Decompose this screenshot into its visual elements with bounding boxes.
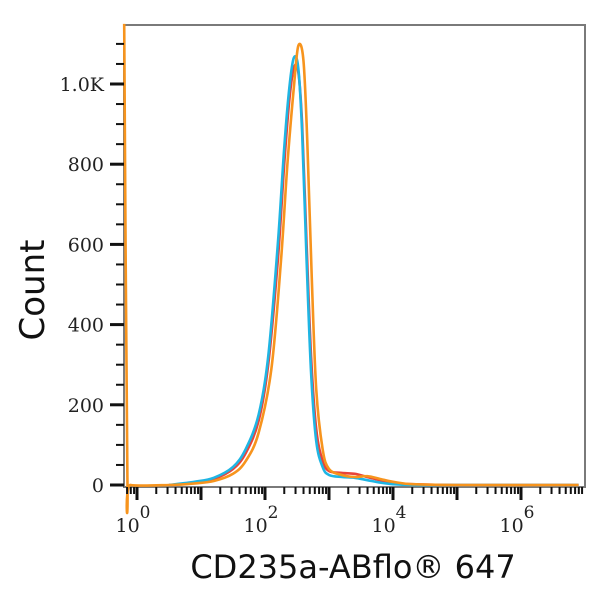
y-tick-label: 400 [68,315,104,337]
x-tick-label: 102 [243,503,278,537]
y-tick-label: 200 [68,395,104,417]
x-tick-label: 106 [499,503,534,537]
histogram-series-blue-isotype [168,55,579,487]
x-axis-title: CD235a-ABflo® 647 [190,548,515,586]
y-tick-label: 800 [68,154,104,176]
x-axis: 100 102 104 106 [115,487,584,537]
x-tick-label: 100 [115,503,150,537]
x-tick-label: 104 [371,503,406,537]
y-axis: 0 200 400 600 800 1.0K [60,42,124,497]
plot-frame [123,24,586,488]
y-tick-label: 600 [68,234,104,256]
y-tick-label: 0 [92,475,104,497]
series-layer [122,23,579,515]
y-axis-title: Count [13,240,53,341]
histogram-series-orange-cd235a [122,23,579,515]
y-tick-label: 1.0K [60,74,105,96]
